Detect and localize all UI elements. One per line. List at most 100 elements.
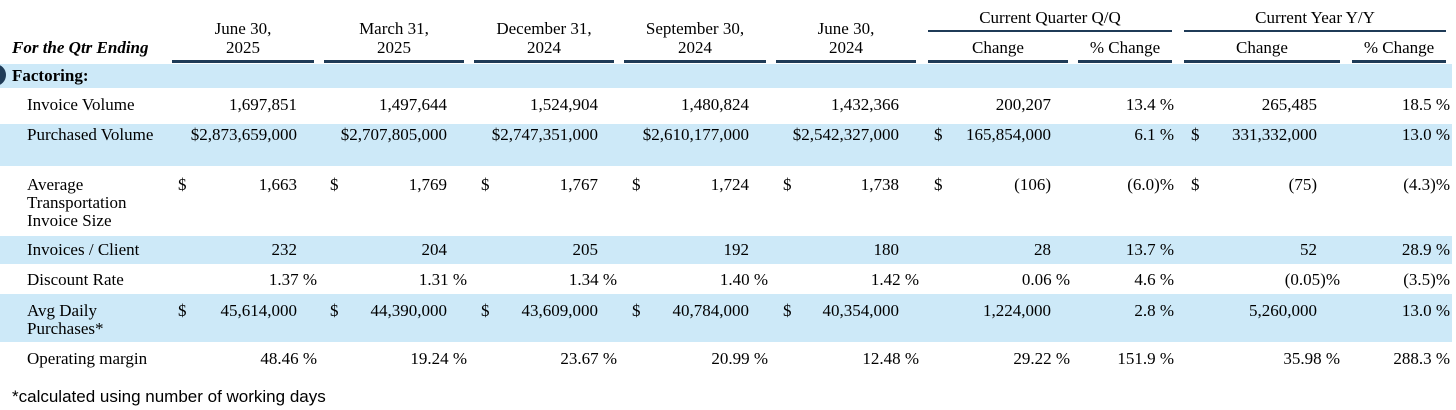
value-cell: 43,609,000: [521, 301, 599, 320]
value-cell: 48.46 %: [260, 349, 317, 368]
value-cell: 0.06 %: [1021, 270, 1070, 289]
period-header-line2: 2024: [678, 38, 712, 57]
period-header: March 31, 2025: [324, 19, 464, 57]
value-cell: 1,724: [710, 175, 749, 194]
value-cell: 40,354,000: [822, 301, 900, 320]
currency-symbol: $: [934, 125, 943, 144]
value-cell: 200,207: [995, 95, 1051, 114]
qq-change-header: Change: [972, 38, 1024, 57]
currency-symbol: $: [481, 175, 490, 194]
currency-symbol: $: [178, 301, 187, 320]
value-cell: (4.3)%: [1403, 175, 1450, 194]
value-cell: 1.42 %: [870, 270, 919, 289]
currency-symbol: $: [330, 301, 339, 320]
header-underline: [324, 60, 464, 63]
value-cell: 35.98 %: [1283, 349, 1340, 368]
value-cell: 29.22 %: [1013, 349, 1070, 368]
header-underline: [1352, 60, 1446, 63]
header-underline: [172, 60, 314, 63]
value-cell: 12.48 %: [862, 349, 919, 368]
header-underline: [624, 60, 766, 63]
currency-symbol: $: [783, 175, 792, 194]
period-header: December 31, 2024: [474, 19, 614, 57]
value-cell: 44,390,000: [370, 301, 448, 320]
value-cell: 1,697,851: [229, 95, 297, 114]
value-cell: 1,480,824: [681, 95, 749, 114]
value-cell: 19.24 %: [410, 349, 467, 368]
row-band: [0, 294, 1452, 342]
period-header-line1: March 31,: [359, 19, 429, 38]
value-cell: 180: [873, 240, 900, 259]
value-cell: 1,767: [559, 175, 598, 194]
value-cell: (0.05)%: [1284, 270, 1340, 289]
row-band: [0, 124, 1452, 166]
value-cell: 1,497,644: [379, 95, 447, 114]
period-header-line2: 2024: [527, 38, 561, 57]
row-label: Discount Rate: [27, 270, 124, 289]
value-cell: 28: [1034, 240, 1051, 259]
row-band: [0, 236, 1452, 264]
value-cell: 1,663: [258, 175, 297, 194]
value-cell: 13.7 %: [1125, 240, 1174, 259]
value-cell: 40,784,000: [672, 301, 750, 320]
row-label: Average Transportation Invoice Size: [27, 175, 127, 230]
qq-group-header: Current Quarter Q/Q: [979, 8, 1121, 27]
value-cell: 23.67 %: [560, 349, 617, 368]
currency-symbol: $: [934, 175, 943, 194]
value-cell: (3.5)%: [1403, 270, 1450, 289]
value-cell: 288.3 %: [1393, 349, 1450, 368]
period-header-line2: 2024: [829, 38, 863, 57]
value-cell: 4.6 %: [1134, 270, 1174, 289]
value-cell: 20.99 %: [711, 349, 768, 368]
header-underline: [776, 60, 916, 63]
value-cell: 28.9 %: [1401, 240, 1450, 259]
value-cell: 13.0 %: [1401, 125, 1450, 144]
qtr-ending-label: For the Qtr Ending: [12, 38, 149, 57]
value-cell: 1,224,000: [983, 301, 1051, 320]
period-header-line1: June 30,: [817, 19, 875, 38]
value-cell: 1,769: [408, 175, 447, 194]
header-underline: [474, 60, 614, 63]
value-cell: 6.1 %: [1134, 125, 1174, 144]
footnote: *calculated using number of working days: [12, 387, 326, 406]
row-label: Purchased Volume: [27, 125, 154, 144]
currency-symbol: $: [481, 301, 490, 320]
value-cell: 204: [421, 240, 448, 259]
period-header: June 30, 2025: [172, 19, 314, 57]
value-cell: 1.34 %: [568, 270, 617, 289]
period-header-line2: 2025: [226, 38, 260, 57]
value-cell: (75): [1288, 175, 1317, 194]
yy-group-underline: [1184, 30, 1446, 32]
yy-pct-change-header: % Change: [1363, 38, 1435, 57]
value-cell: 331,332,000: [1232, 125, 1317, 144]
yy-change-header: Change: [1236, 38, 1288, 57]
value-cell: $2,610,177,000: [642, 125, 749, 144]
value-cell: 1.40 %: [719, 270, 768, 289]
currency-symbol: $: [1191, 175, 1200, 194]
value-cell: 18.5 %: [1401, 95, 1450, 114]
period-header-line1: June 30,: [214, 19, 272, 38]
row-label: Invoices / Client: [27, 240, 140, 259]
period-header: June 30, 2024: [776, 19, 916, 57]
value-cell: 13.0 %: [1401, 301, 1450, 320]
header-underline: [1184, 60, 1340, 63]
currency-symbol: $: [632, 301, 641, 320]
currency-symbol: $: [1191, 125, 1200, 144]
period-header-line2: 2025: [377, 38, 411, 57]
currency-symbol: $: [178, 175, 187, 194]
section-band: [0, 64, 1452, 88]
value-cell: $2,873,659,000: [190, 125, 297, 144]
value-cell: 265,485: [1261, 95, 1317, 114]
left-edge-marker: [0, 64, 6, 86]
value-cell: (6.0)%: [1127, 175, 1174, 194]
value-cell: $2,747,351,000: [491, 125, 598, 144]
row-label: Operating margin: [27, 349, 148, 368]
header-underline: [1078, 60, 1172, 63]
value-cell: 52: [1300, 240, 1317, 259]
value-cell: $2,542,327,000: [792, 125, 899, 144]
value-cell: 192: [723, 240, 750, 259]
value-cell: 1,738: [860, 175, 899, 194]
qq-group-underline: [928, 30, 1172, 32]
value-cell: 5,260,000: [1249, 301, 1317, 320]
row-label: Invoice Volume: [27, 95, 135, 114]
